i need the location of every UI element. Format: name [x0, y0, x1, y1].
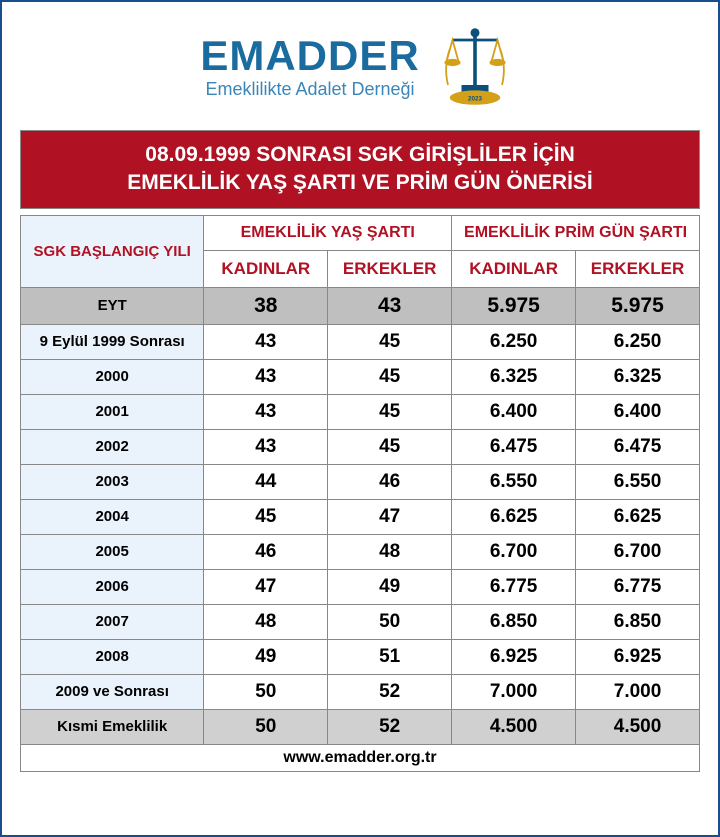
scales-icon: 2023: [430, 22, 520, 112]
table-row: 200748506.8506.850: [21, 604, 700, 639]
cell-age-women: 43: [204, 394, 328, 429]
cell-age-men: 51: [328, 639, 452, 674]
table-row: 200647496.7756.775: [21, 569, 700, 604]
cell-prim-women: 6.850: [452, 604, 576, 639]
cell-age-women: 47: [204, 569, 328, 604]
cell-prim-men: 5.975: [576, 287, 700, 324]
title-line-2: EMEKLİLİK YAŞ ŞARTI VE PRİM GÜN ÖNERİSİ: [29, 169, 691, 197]
cell-year: 2000: [21, 359, 204, 394]
header-prim-men: ERKEKLER: [576, 250, 700, 287]
cell-prim-women: 6.325: [452, 359, 576, 394]
cell-year: 2003: [21, 464, 204, 499]
cell-prim-women: 6.625: [452, 499, 576, 534]
header-age-men: ERKEKLER: [328, 250, 452, 287]
cell-prim-women: 6.550: [452, 464, 576, 499]
cell-prim-women: 6.475: [452, 429, 576, 464]
cell-age-women: 50: [204, 709, 328, 744]
cell-age-women: 46: [204, 534, 328, 569]
header-age-women: KADINLAR: [204, 250, 328, 287]
retirement-table: SGK BAŞLANGIÇ YILI EMEKLİLİK YAŞ ŞARTI E…: [20, 215, 700, 745]
cell-age-men: 45: [328, 394, 452, 429]
cell-prim-women: 6.775: [452, 569, 576, 604]
table-body: EYT38435.9755.9759 Eylül 1999 Sonrası434…: [21, 287, 700, 744]
cell-prim-women: 6.925: [452, 639, 576, 674]
cell-prim-men: 6.400: [576, 394, 700, 429]
table-row: 200143456.4006.400: [21, 394, 700, 429]
cell-prim-men: 6.550: [576, 464, 700, 499]
cell-age-women: 43: [204, 429, 328, 464]
footer-url: www.emadder.org.tr: [20, 745, 700, 772]
table-row: 200243456.4756.475: [21, 429, 700, 464]
table-row: EYT38435.9755.975: [21, 287, 700, 324]
cell-age-men: 43: [328, 287, 452, 324]
cell-prim-men: 6.775: [576, 569, 700, 604]
cell-prim-men: 6.325: [576, 359, 700, 394]
table-row: 200445476.6256.625: [21, 499, 700, 534]
cell-prim-women: 4.500: [452, 709, 576, 744]
cell-age-men: 46: [328, 464, 452, 499]
cell-age-men: 50: [328, 604, 452, 639]
cell-prim-women: 5.975: [452, 287, 576, 324]
cell-age-men: 47: [328, 499, 452, 534]
logo-area: EMADDER Emeklilikte Adalet Derneği 2023: [20, 22, 700, 112]
header-age-group: EMEKLİLİK YAŞ ŞARTI: [204, 215, 452, 250]
cell-year: 2006: [21, 569, 204, 604]
table-row: 200546486.7006.700: [21, 534, 700, 569]
cell-prim-men: 6.250: [576, 324, 700, 359]
cell-year: 2002: [21, 429, 204, 464]
cell-age-men: 45: [328, 429, 452, 464]
title-line-1: 08.09.1999 SONRASI SGK GİRİŞLİLER İÇİN: [29, 141, 691, 169]
cell-age-men: 45: [328, 359, 452, 394]
cell-year: 2004: [21, 499, 204, 534]
cell-age-women: 48: [204, 604, 328, 639]
cell-age-men: 45: [328, 324, 452, 359]
cell-age-women: 50: [204, 674, 328, 709]
cell-year: 9 Eylül 1999 Sonrası: [21, 324, 204, 359]
cell-age-women: 38: [204, 287, 328, 324]
cell-prim-women: 6.250: [452, 324, 576, 359]
table-row: 200043456.3256.325: [21, 359, 700, 394]
document-page: EMADDER Emeklilikte Adalet Derneği 2023 …: [0, 0, 720, 837]
cell-age-men: 48: [328, 534, 452, 569]
cell-year: 2009 ve Sonrası: [21, 674, 204, 709]
header-prim-group: EMEKLİLİK PRİM GÜN ŞARTI: [452, 215, 700, 250]
cell-year: 2005: [21, 534, 204, 569]
cell-year: Kısmi Emeklilik: [21, 709, 204, 744]
cell-year: EYT: [21, 287, 204, 324]
cell-prim-men: 6.625: [576, 499, 700, 534]
cell-age-men: 49: [328, 569, 452, 604]
cell-year: 2008: [21, 639, 204, 674]
logo-text-block: EMADDER Emeklilikte Adalet Derneği: [200, 35, 419, 100]
table-row: 9 Eylül 1999 Sonrası43456.2506.250: [21, 324, 700, 359]
cell-prim-men: 6.925: [576, 639, 700, 674]
table-row: 200344466.5506.550: [21, 464, 700, 499]
cell-year: 2007: [21, 604, 204, 639]
cell-age-women: 44: [204, 464, 328, 499]
cell-prim-men: 7.000: [576, 674, 700, 709]
logo-year: 2023: [468, 95, 483, 102]
cell-year: 2001: [21, 394, 204, 429]
cell-prim-women: 7.000: [452, 674, 576, 709]
table-row: Kısmi Emeklilik50524.5004.500: [21, 709, 700, 744]
cell-age-men: 52: [328, 674, 452, 709]
cell-prim-men: 6.850: [576, 604, 700, 639]
title-bar: 08.09.1999 SONRASI SGK GİRİŞLİLER İÇİN E…: [20, 130, 700, 209]
cell-age-women: 49: [204, 639, 328, 674]
cell-age-women: 45: [204, 499, 328, 534]
cell-prim-women: 6.700: [452, 534, 576, 569]
header-year: SGK BAŞLANGIÇ YILI: [21, 215, 204, 287]
cell-prim-men: 6.475: [576, 429, 700, 464]
cell-prim-men: 6.700: [576, 534, 700, 569]
cell-age-men: 52: [328, 709, 452, 744]
logo-subtitle: Emeklilikte Adalet Derneği: [200, 79, 419, 100]
logo-title: EMADDER: [200, 35, 419, 77]
table-row: 2009 ve Sonrası50527.0007.000: [21, 674, 700, 709]
header-prim-women: KADINLAR: [452, 250, 576, 287]
cell-prim-women: 6.400: [452, 394, 576, 429]
cell-age-women: 43: [204, 359, 328, 394]
table-row: 200849516.9256.925: [21, 639, 700, 674]
cell-prim-men: 4.500: [576, 709, 700, 744]
cell-age-women: 43: [204, 324, 328, 359]
